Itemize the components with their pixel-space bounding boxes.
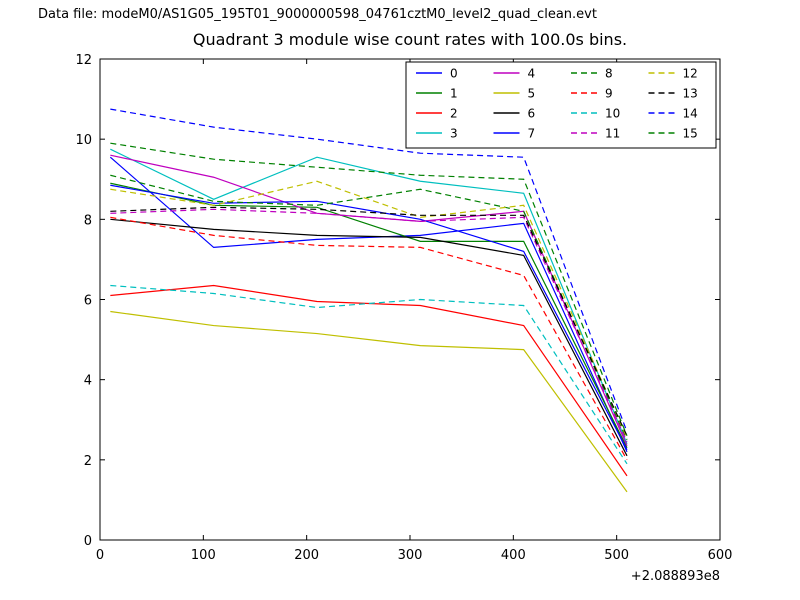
legend-label: 5 — [528, 87, 536, 101]
legend-entry-15: 15 — [648, 127, 698, 141]
y-tick-label: 0 — [84, 534, 92, 549]
legend-entry-0: 0 — [416, 67, 458, 81]
legend-entry-13: 13 — [648, 87, 698, 101]
legend-label: 7 — [528, 127, 536, 141]
x-tick-label: 0 — [96, 548, 104, 563]
series-line-7 — [110, 184, 628, 451]
legend-label: 3 — [450, 127, 458, 141]
legend-label: 15 — [683, 127, 698, 141]
legend-label: 11 — [605, 127, 620, 141]
series-line-9 — [110, 216, 628, 461]
y-tick-label: 10 — [75, 133, 92, 148]
legend-entry-1: 1 — [416, 87, 458, 101]
series-line-3 — [110, 148, 628, 445]
legend-entry-7: 7 — [493, 127, 536, 141]
legend-label: 12 — [683, 67, 698, 81]
legend-label: 2 — [450, 107, 458, 121]
legend-entry-10: 10 — [571, 107, 620, 121]
legend-entry-4: 4 — [493, 67, 536, 81]
x-tick-label: 400 — [501, 548, 526, 563]
x-tick-label: 200 — [294, 548, 319, 563]
legend-entry-14: 14 — [648, 107, 698, 121]
y-tick-label: 6 — [84, 294, 92, 309]
x-tick-label: 300 — [398, 548, 423, 563]
series-line-15 — [110, 142, 628, 437]
legend-label: 4 — [528, 67, 536, 81]
series-line-13 — [110, 206, 628, 437]
legend-label: 1 — [450, 87, 458, 101]
legend-label: 10 — [605, 107, 620, 121]
series-line-11 — [110, 208, 628, 443]
y-tick-label: 2 — [84, 454, 92, 469]
legend-label: 0 — [450, 67, 458, 81]
series-line-6 — [110, 218, 628, 457]
legend-label: 13 — [683, 87, 698, 101]
legend-label: 8 — [605, 67, 613, 81]
series-line-5 — [110, 310, 628, 493]
x-axis-offset-label: +2.088893e8 — [631, 569, 720, 584]
chart-title: Quadrant 3 module wise count rates with … — [192, 30, 628, 49]
legend-entry-12: 12 — [648, 67, 698, 81]
legend-entry-5: 5 — [493, 87, 536, 101]
data-file-label: Data file: modeM0/AS1G05_195T01_90000005… — [38, 7, 597, 22]
y-tick-label: 12 — [75, 53, 92, 68]
series-line-1 — [110, 182, 628, 449]
legend-label: 14 — [683, 107, 698, 121]
legend-entry-9: 9 — [571, 87, 613, 101]
x-tick-label: 100 — [191, 548, 216, 563]
legend-entry-8: 8 — [571, 67, 613, 81]
legend-label: 6 — [528, 107, 536, 121]
x-tick-label: 600 — [708, 548, 733, 563]
legend-entry-2: 2 — [416, 107, 458, 121]
series-line-0 — [109, 156, 628, 453]
legend-entry-6: 6 — [493, 107, 536, 121]
legend-entry-3: 3 — [416, 127, 458, 141]
series-line-14 — [110, 108, 628, 432]
series-line-2 — [110, 284, 628, 477]
series-line-8 — [110, 174, 628, 441]
legend-label: 9 — [605, 87, 613, 101]
series-line-10 — [110, 284, 628, 465]
y-tick-label: 4 — [84, 374, 92, 389]
y-tick-label: 8 — [84, 213, 92, 228]
x-tick-label: 500 — [604, 548, 629, 563]
legend-entry-11: 11 — [571, 127, 620, 141]
series-line-12 — [110, 180, 628, 439]
